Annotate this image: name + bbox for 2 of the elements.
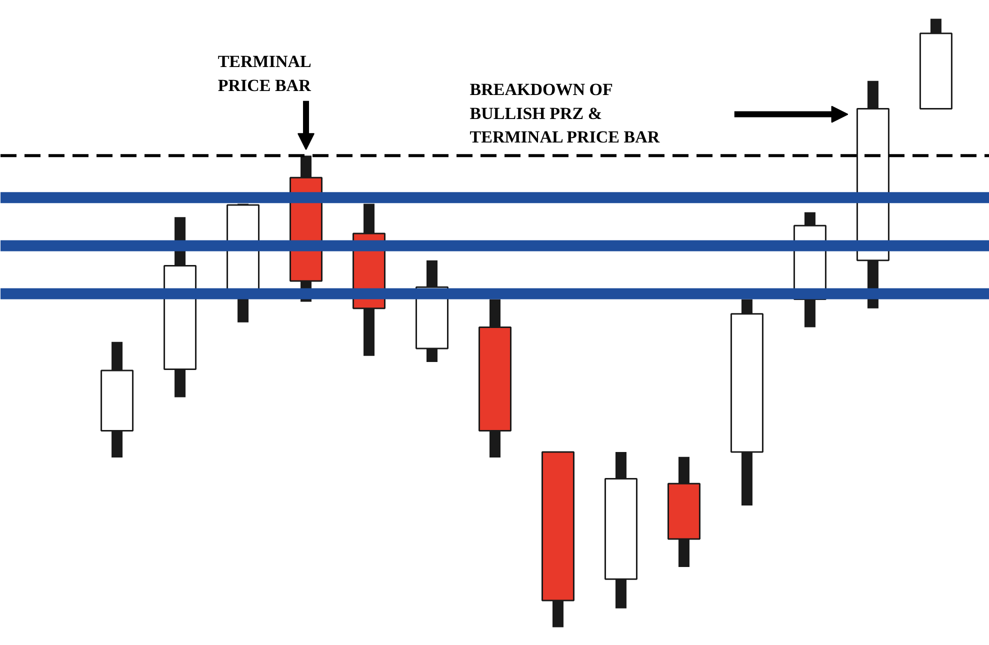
annotation: TERMINAL PRICE BAR [218,52,312,95]
annotation: BREAKDOWN OF BULLISH PRZ & TERMINAL PRICE BAR [470,80,660,147]
